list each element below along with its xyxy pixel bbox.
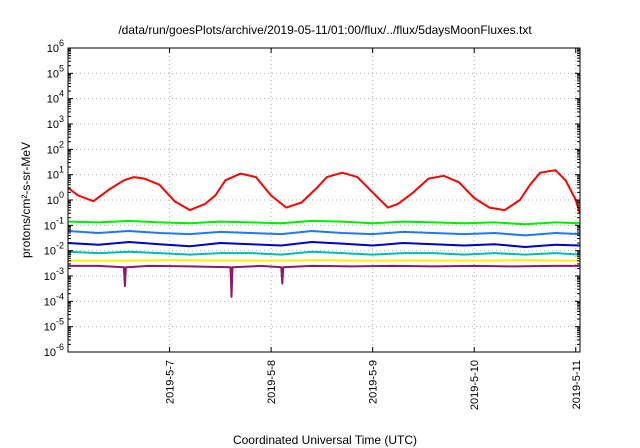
plot-frame bbox=[67, 47, 581, 353]
series-line bbox=[68, 259, 580, 262]
x-tick-label: 2019-5-9 bbox=[368, 360, 380, 404]
x-axis-label: Coordinated Universal Time (UTC) bbox=[233, 433, 417, 447]
series-line bbox=[67, 219, 580, 226]
axes bbox=[67, 47, 581, 353]
y-tick-label: 103 bbox=[47, 114, 64, 131]
y-tick-label: 10-3 bbox=[44, 266, 64, 283]
y-tick-label: 10-1 bbox=[44, 215, 64, 232]
series-line bbox=[67, 230, 580, 237]
y-tick-label: 102 bbox=[47, 139, 64, 156]
series-line bbox=[67, 169, 581, 214]
y-tick-label: 101 bbox=[47, 165, 64, 182]
y-tick-label: 10-2 bbox=[44, 241, 64, 258]
series-lines bbox=[67, 169, 581, 298]
y-tick-label: 106 bbox=[47, 38, 64, 55]
y-tick-label: 10-6 bbox=[44, 342, 64, 359]
y-tick-label: 105 bbox=[47, 63, 64, 80]
series-line bbox=[67, 241, 580, 248]
y-tick-labels: 106 105 104 103 102 101 100 10-1 10-2 10-3 10-4 10-… bbox=[44, 38, 64, 359]
y-tick-label: 100 bbox=[47, 190, 64, 207]
y-tick-label: 10-5 bbox=[44, 317, 64, 334]
y-tick-label: 10-4 bbox=[44, 291, 64, 308]
grid-lines bbox=[68, 48, 580, 352]
series-line bbox=[67, 250, 580, 256]
x-tick-label: 2019-5-11 bbox=[571, 360, 583, 409]
y-tick-label: 104 bbox=[47, 89, 64, 106]
y-axis-label: protons/cm²-s-sr-MeV bbox=[19, 142, 33, 258]
x-tick-label: 2019-5-8 bbox=[266, 360, 278, 404]
series-line bbox=[68, 264, 580, 298]
x-tick-label: 2019-5-7 bbox=[165, 360, 177, 404]
x-tick-label: 2019-5-10 bbox=[469, 360, 481, 410]
x-tick-labels: 2019-5-7 2019-5-8 2019-5-9 2019-5-10 2019-5-… bbox=[165, 360, 583, 410]
chart-title: /data/run/goesPlots/archive/2019-05-11/0… bbox=[118, 23, 532, 37]
